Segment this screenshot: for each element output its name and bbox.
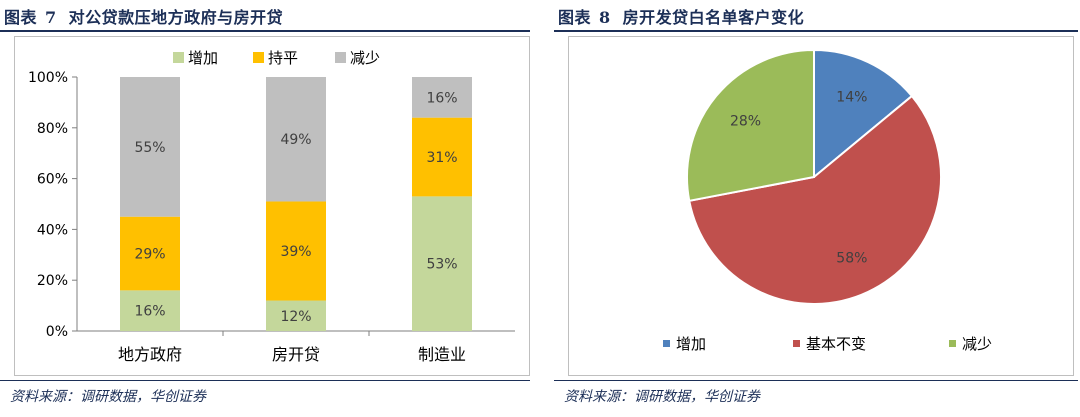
right-chart-frame: 14% 58% 28% 增加 基本不变 减少 (568, 36, 1074, 376)
stacked-bar-chart: 0% 20% 40% 60% 80% 100% 16% 29% 55% 地方政府 12% 39% 49%… (28, 49, 515, 364)
x-category-label: 房开贷 (272, 345, 320, 364)
left-chart-frame: 0% 20% 40% 60% 80% 100% 16% 29% 55% 地方政府 12% 39% 49%… (14, 36, 530, 376)
bar-segment (266, 201, 326, 301)
y-tick-label: 100% (28, 70, 68, 86)
x-category-label: 制造业 (418, 345, 466, 364)
pie-data-label: 14% (836, 90, 867, 106)
bar-data-label: 39% (280, 244, 311, 260)
right-title-text: 房开发贷白名单客户变化 (622, 8, 805, 27)
legend-label: 减少 (350, 49, 380, 67)
bar-segment (120, 77, 180, 217)
left-chart-title: 图表 7 对公贷款压地方政府与房开贷 (4, 4, 283, 28)
pie-slice (813, 48, 914, 180)
legend-label: 增加 (676, 335, 706, 353)
bar-data-label: 29% (134, 247, 165, 263)
left-source-rule (0, 380, 530, 381)
legend-swatch (253, 52, 264, 63)
right-panel: 图表 8 房开发贷白名单客户变化 14% 58% 28% 增加 基本不变 减少 资料来源：调研… (548, 0, 1080, 417)
legend-swatch (335, 52, 346, 63)
bar-segment (412, 117, 472, 197)
y-tick-label: 60% (37, 172, 68, 188)
bar-data-label: 55% (134, 140, 165, 156)
right-source-note: 资料来源：调研数据，华创证券 (564, 389, 760, 405)
left-panel: 图表 7 对公贷款压地方政府与房开贷 0% 20% 40% 60% 80% 100% 16% 29… (0, 4, 530, 405)
bar-segment (412, 77, 472, 118)
legend-swatch (663, 340, 670, 347)
y-tick-label: 20% (37, 273, 68, 289)
legend-swatch (793, 340, 800, 347)
x-category-label: 地方政府 (118, 345, 182, 364)
right-title-prefix: 图表 (558, 8, 592, 27)
bar-segment (266, 77, 326, 202)
legend-label: 减少 (962, 335, 992, 353)
left-source-note: 资料来源：调研数据，华创证券 (10, 389, 206, 405)
pie-slice (688, 94, 942, 306)
legend-swatch (173, 52, 184, 63)
pie-slice (686, 48, 815, 202)
bar-data-label: 31% (426, 150, 457, 166)
bar-segment (412, 196, 472, 331)
bar-data-label: 16% (426, 90, 457, 106)
bar-segment (120, 290, 180, 331)
bar-data-label: 53% (426, 257, 457, 273)
pie-chart: 14% 58% 28% 增加 基本不变 减少 (663, 48, 992, 353)
legend-swatch (949, 340, 956, 347)
right-title-number: 8 (599, 8, 611, 27)
bar-data-label: 49% (280, 132, 311, 148)
pie-data-label: 28% (730, 113, 761, 129)
legend-label: 增加 (188, 49, 218, 67)
legend-label: 基本不变 (806, 335, 866, 353)
left-title-text: 对公贷款压地方政府与房开贷 (68, 8, 284, 27)
y-tick-label: 0% (46, 324, 68, 340)
right-chart-title: 图表 8 房开发贷白名单客户变化 (558, 4, 804, 28)
legend-label: 持平 (268, 49, 298, 67)
bar-data-label: 12% (280, 309, 311, 325)
y-tick-label: 40% (37, 222, 68, 238)
right-title-rule (554, 30, 1078, 32)
y-tick-label: 80% (37, 121, 68, 137)
bar-data-label: 16% (134, 304, 165, 320)
left-title-number: 7 (45, 8, 57, 27)
right-source-rule (554, 380, 1078, 381)
bar-segment (266, 300, 326, 331)
bar-segment (120, 216, 180, 291)
left-title-prefix: 图表 (4, 8, 38, 27)
left-title-rule (0, 30, 530, 32)
pie-data-label: 58% (836, 250, 867, 266)
